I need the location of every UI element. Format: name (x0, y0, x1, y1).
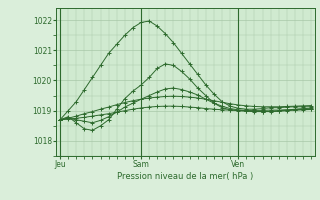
X-axis label: Pression niveau de la mer( hPa ): Pression niveau de la mer( hPa ) (117, 172, 254, 181)
